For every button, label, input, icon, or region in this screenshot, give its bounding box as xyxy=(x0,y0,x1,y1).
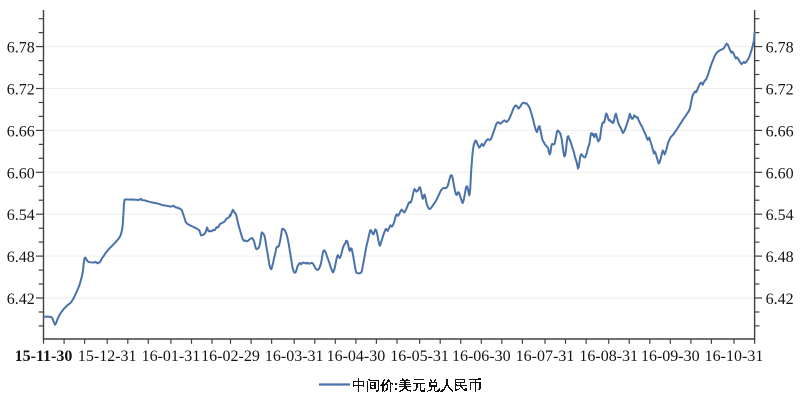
svg-text:16-06-30: 16-06-30 xyxy=(452,348,511,365)
svg-text:6.66: 6.66 xyxy=(7,123,35,140)
svg-text:6.72: 6.72 xyxy=(7,82,35,99)
svg-text:16-05-31: 16-05-31 xyxy=(390,348,449,365)
svg-text:15-12-31: 15-12-31 xyxy=(78,348,137,365)
svg-text:6.60: 6.60 xyxy=(7,165,35,182)
svg-text:6.66: 6.66 xyxy=(766,123,794,140)
svg-text:6.72: 6.72 xyxy=(766,82,794,99)
svg-text:16-02-29: 16-02-29 xyxy=(201,348,260,365)
svg-text:6.78: 6.78 xyxy=(7,40,35,57)
svg-text:16-08-31: 16-08-31 xyxy=(579,348,638,365)
svg-text:6.78: 6.78 xyxy=(766,40,794,57)
svg-text:16-09-30: 16-09-30 xyxy=(641,348,700,365)
svg-text:6.42: 6.42 xyxy=(766,291,794,308)
svg-text:6.48: 6.48 xyxy=(766,249,794,266)
svg-text:6.54: 6.54 xyxy=(766,207,794,224)
svg-text:16-04-30: 16-04-30 xyxy=(327,348,386,365)
svg-text:6.42: 6.42 xyxy=(7,291,35,308)
svg-text:6.60: 6.60 xyxy=(766,165,794,182)
svg-text:16-07-31: 16-07-31 xyxy=(516,348,575,365)
svg-text:6.48: 6.48 xyxy=(7,249,35,266)
svg-text:16-01-31: 16-01-31 xyxy=(142,348,201,365)
svg-text:15-11-30: 15-11-30 xyxy=(15,348,73,365)
svg-text:6.54: 6.54 xyxy=(7,207,35,224)
svg-text:16-03-31: 16-03-31 xyxy=(265,348,324,365)
svg-text:16-10-31: 16-10-31 xyxy=(705,348,764,365)
